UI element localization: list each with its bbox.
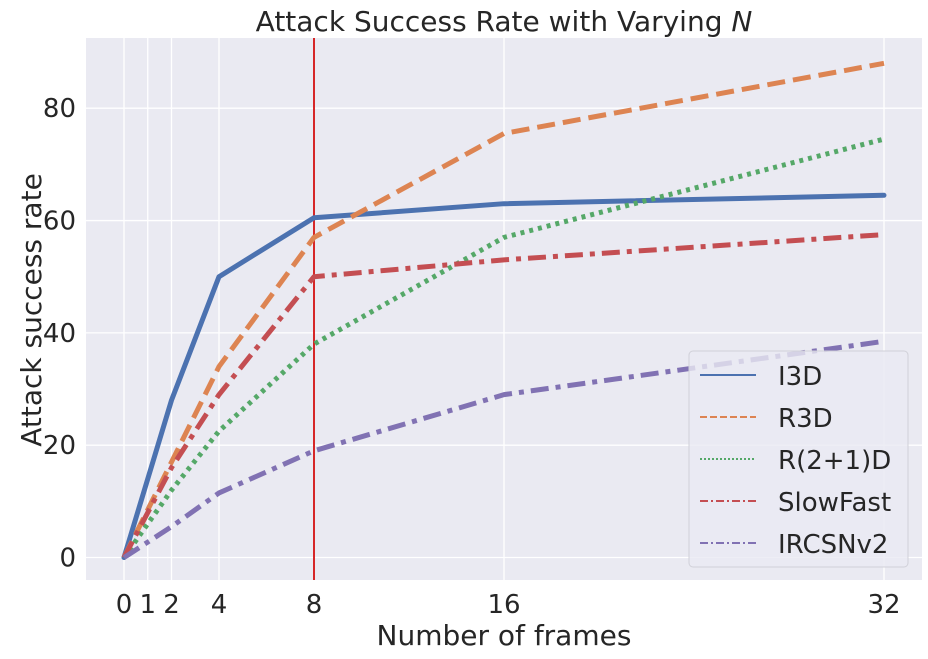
- x-tick-label: 16: [487, 590, 520, 620]
- x-tick-label: 4: [211, 590, 228, 620]
- series-line-slowfast: [121, 232, 885, 559]
- series-line-r-2-1-d: [121, 136, 885, 559]
- legend: I3D R3D R(2+1)D SlowFast IRCSNv2: [688, 350, 909, 568]
- y-tick-label: 0: [59, 544, 76, 574]
- y-tick-label: 40: [43, 319, 76, 349]
- legend-label: R3D: [778, 404, 833, 434]
- legend-label: IRCSNv2: [778, 530, 888, 560]
- chart-title: Attack Success Rate with Varying N: [256, 5, 753, 38]
- x-tick-label: 1: [139, 590, 156, 620]
- x-tick-label: 32: [867, 590, 900, 620]
- y-axis-label: Attack success rate: [15, 173, 48, 447]
- y-tick-label: 60: [43, 207, 76, 237]
- x-tick-label: 2: [163, 590, 180, 620]
- series-line-i3d: [121, 192, 887, 561]
- legend-label: SlowFast: [778, 488, 891, 518]
- x-tick-label: 0: [116, 590, 133, 620]
- grid-lines: [86, 38, 922, 580]
- x-tick-label: 8: [306, 590, 323, 620]
- series-line-ircsnv2: [122, 338, 885, 560]
- series-lines: [121, 60, 887, 561]
- legend-label: I3D: [778, 362, 822, 392]
- y-tick-label: 80: [43, 94, 76, 124]
- legend-label: R(2+1)D: [778, 446, 891, 476]
- y-tick-label: 20: [43, 431, 76, 461]
- legend-box: [688, 350, 909, 568]
- x-axis-label: Number of frames: [377, 619, 632, 652]
